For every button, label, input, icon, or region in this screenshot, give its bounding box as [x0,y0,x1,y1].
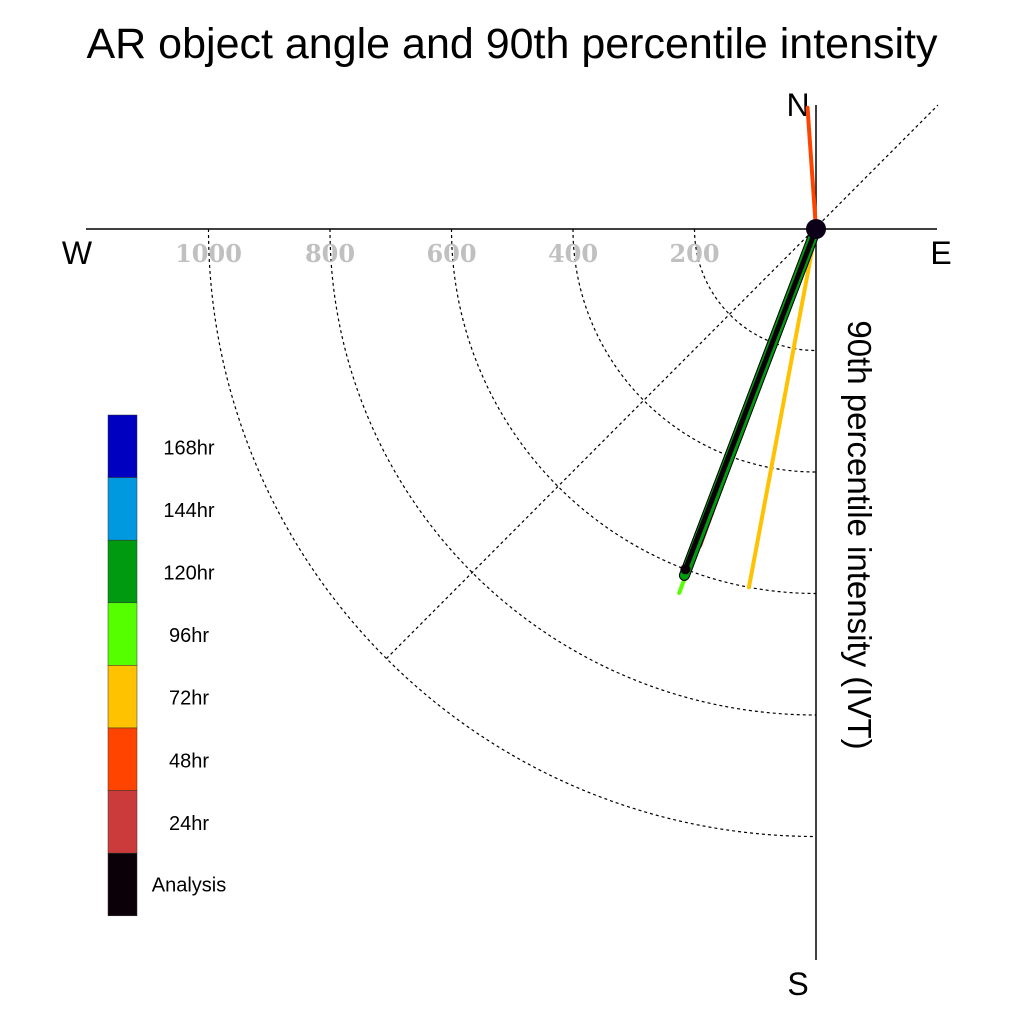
north-label: N [786,87,809,123]
origin-point [806,219,826,239]
legend-swatch-analysis [107,852,138,917]
compass-axes [86,105,937,960]
chart-title: AR object angle and 90th percentile inte… [87,20,938,68]
legend-label-72hr: 72hr [169,688,209,710]
legend-label-48hr: 48hr [169,750,209,772]
tick-label-400: 400 [548,239,598,268]
series-vector-analysis [682,226,819,572]
grid-arc-200 [693,228,817,352]
grid-arc-600 [450,228,817,595]
grid-arc-1000 [207,228,817,838]
series-vector-48hr [805,105,818,231]
vector-series [677,105,826,595]
legend-label-144hr: 144hr [163,500,214,522]
east-label: E [930,235,951,271]
west-label: W [62,235,93,271]
grid-arc-400 [572,228,817,473]
legend-swatch-96hr [107,602,138,666]
legend-label-96hr: 96hr [169,625,209,647]
series-vector-72hr [746,227,818,590]
legend-swatch-72hr [107,665,138,729]
tick-label-600: 600 [426,239,476,268]
grid-diagonal [386,104,939,659]
legend-label-24hr: 24hr [169,813,209,835]
y-axis-label: 90th percentile intensity (IVT) [841,320,878,749]
legend-swatch-48hr [107,727,138,791]
legend-swatch-168hr [107,414,138,478]
polar-grid [207,104,939,838]
grid-arc-800 [329,228,817,716]
south-label: S [787,966,808,1002]
legend-label-168hr: 168hr [163,437,214,459]
legend: 168hr 144hr 120hr 96hr 72hr 48hr 24hr Analysis [107,414,226,917]
legend-swatch-144hr [107,477,138,541]
tick-label-1000: 1000 [175,239,242,268]
radial-tick-labels: 200 400 600 800 1000 [175,239,719,268]
tick-label-200: 200 [669,239,719,268]
legend-swatch-24hr [107,790,138,854]
legend-label-analysis: Analysis [152,875,226,897]
legend-label-120hr: 120hr [163,563,214,585]
tick-label-800: 800 [305,239,355,268]
legend-swatch-120hr [107,539,138,604]
analysis-endpoint [680,564,691,575]
